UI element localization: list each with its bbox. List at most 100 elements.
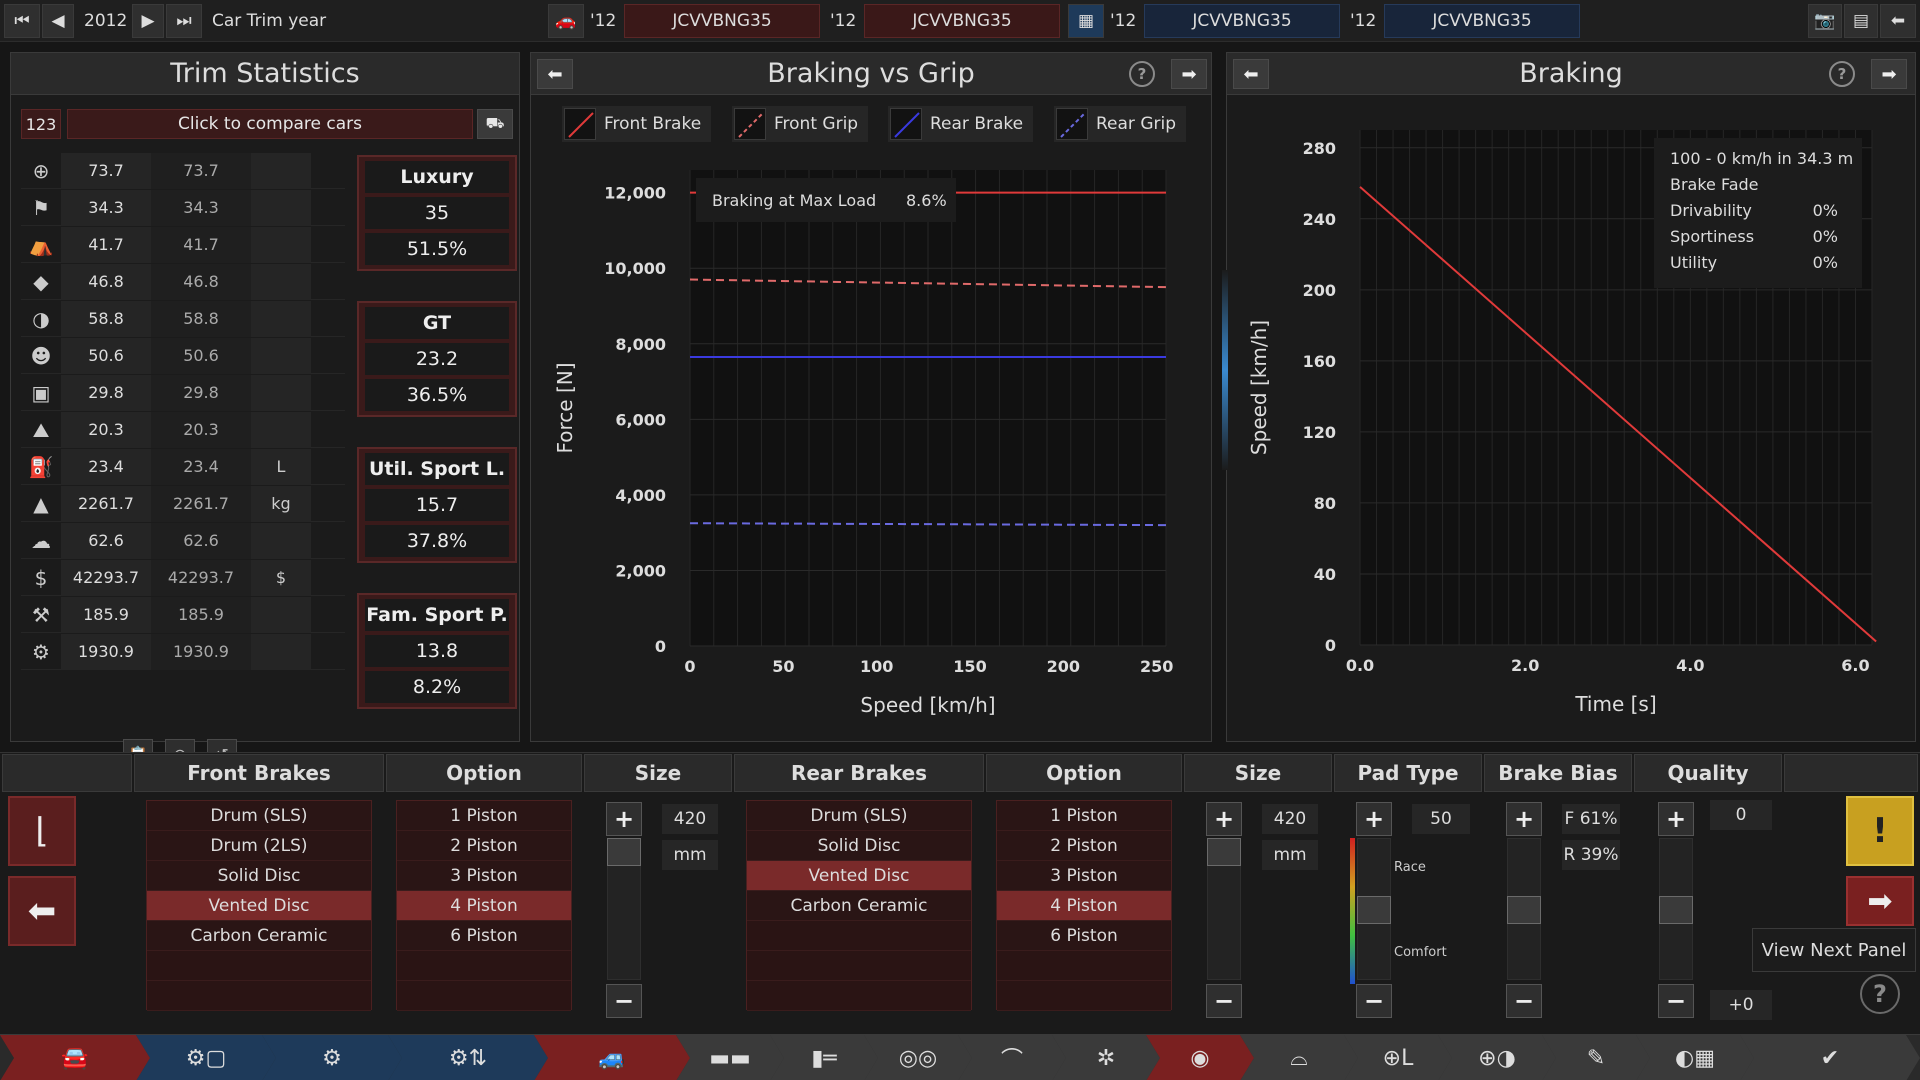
prev-panel-arrow-icon[interactable]: ⬅ xyxy=(1233,59,1269,89)
first-year-button[interactable]: ⏮ xyxy=(4,4,40,38)
cargo-icon: ▣ xyxy=(31,380,51,405)
pad-type-value: 50 xyxy=(1412,804,1470,834)
list-option[interactable]: 4 Piston xyxy=(397,891,571,921)
nav-engine-design-icon[interactable]: ⚙ xyxy=(262,1035,402,1080)
nav-wheels-icon[interactable]: ✲ xyxy=(1052,1035,1160,1080)
nav-chassis-icon[interactable]: ▬▬ xyxy=(676,1035,784,1080)
nav-finish-icon[interactable]: ✔ xyxy=(1740,1035,1920,1080)
front-size-minus-button[interactable]: − xyxy=(606,984,642,1018)
rear-size-minus-button[interactable]: − xyxy=(1206,984,1242,1018)
back-button[interactable]: ⬅ xyxy=(8,876,76,946)
compare-cars-button[interactable]: Click to compare cars xyxy=(67,109,473,139)
trim-slot-2[interactable]: JCVVBNG35 xyxy=(864,4,1060,38)
list-option[interactable]: Vented Disc xyxy=(747,861,971,891)
front-size-plus-button[interactable]: + xyxy=(606,802,642,836)
nav-drivetrain-icon[interactable]: ◎◎ xyxy=(864,1035,972,1080)
list-option[interactable]: 3 Piston xyxy=(997,861,1171,891)
rear-size-plus-button[interactable]: + xyxy=(1206,802,1242,836)
trim-slot-1[interactable]: JCVVBNG35 xyxy=(624,4,820,38)
nav-car-body-icon[interactable]: 🚘 xyxy=(0,1035,150,1080)
legend-rear-brake[interactable]: Rear Brake xyxy=(888,106,1034,142)
quality-minus-button[interactable]: − xyxy=(1658,984,1694,1018)
help-icon[interactable]: ? xyxy=(1829,61,1855,87)
nav-safety-icon[interactable]: ⊕◑ xyxy=(1438,1035,1556,1080)
market-percent: 51.5% xyxy=(365,233,509,265)
nav-car-model-icon[interactable]: 🚙 xyxy=(534,1035,690,1080)
prev-year-button[interactable]: ◀ xyxy=(42,4,74,38)
quality-slider-knob[interactable] xyxy=(1659,896,1693,924)
brake-bias-slider-knob[interactable] xyxy=(1507,896,1541,924)
nav-interior-icon[interactable]: ⊕L xyxy=(1344,1035,1452,1080)
help-icon[interactable]: ? xyxy=(1860,974,1900,1014)
legend-label: Rear Brake xyxy=(930,114,1024,134)
calendar-icon[interactable]: ▦ xyxy=(1068,4,1104,38)
spreadsheet-icon[interactable]: ▤ xyxy=(1844,4,1878,38)
stat-row: ◑ 58.8 58.8 xyxy=(21,300,345,337)
list-option[interactable]: Drum (SLS) xyxy=(747,801,971,831)
nav-testing-icon[interactable]: ◐▦ xyxy=(1636,1035,1754,1080)
next-panel-arrow-icon[interactable]: ➡ xyxy=(1171,59,1207,89)
market-score-block[interactable]: Luxury 35 51.5% xyxy=(357,155,517,271)
market-score-block[interactable]: Util. Sport L. 15.7 37.8% xyxy=(357,447,517,563)
nav-paint-icon[interactable]: ✎ xyxy=(1542,1035,1650,1080)
market-score-block[interactable]: Fam. Sport P. 13.8 8.2% xyxy=(357,593,517,709)
list-option[interactable]: Carbon Ceramic xyxy=(147,921,371,951)
list-option[interactable]: 6 Piston xyxy=(397,921,571,951)
legend-front-grip[interactable]: Front Grip xyxy=(732,106,869,142)
list-option[interactable]: Vented Disc xyxy=(147,891,371,921)
market-score-block[interactable]: GT 23.2 36.5% xyxy=(357,301,517,417)
brake-bias-minus-button[interactable]: − xyxy=(1506,984,1542,1018)
compare-car-icon[interactable]: ⛟ xyxy=(477,109,513,139)
list-option[interactable]: 3 Piston xyxy=(397,861,571,891)
front-size-slider-knob[interactable] xyxy=(607,838,641,866)
stat-row: ⛺ 41.7 41.7 xyxy=(21,226,345,263)
stat-compare-value: 42293.7 xyxy=(151,559,251,596)
rear-size-slider-knob[interactable] xyxy=(1207,838,1241,866)
pad-type-slider-knob[interactable] xyxy=(1357,896,1391,924)
list-option[interactable]: Drum (SLS) xyxy=(147,801,371,831)
prev-panel-arrow-icon[interactable]: ⬅ xyxy=(537,59,573,89)
nav-engine-tune-icon[interactable]: ⚙⇅ xyxy=(388,1035,548,1080)
stat-value: 42293.7 xyxy=(61,559,151,596)
list-option[interactable]: 1 Piston xyxy=(397,801,571,831)
list-option[interactable]: 6 Piston xyxy=(997,921,1171,951)
nav-tyres-icon[interactable]: ⌒ xyxy=(958,1035,1066,1080)
list-option[interactable]: 2 Piston xyxy=(397,831,571,861)
warning-icon[interactable]: ! xyxy=(1846,796,1914,866)
list-option[interactable]: Solid Disc xyxy=(747,831,971,861)
next-year-button[interactable]: ▶ xyxy=(132,4,164,38)
next-panel-button[interactable]: ➡ xyxy=(1846,876,1914,926)
list-option[interactable]: 1 Piston xyxy=(997,801,1171,831)
brake-bias-plus-button[interactable]: + xyxy=(1506,802,1542,836)
list-option[interactable]: Solid Disc xyxy=(147,861,371,891)
back-arrow-icon[interactable]: ⬅ xyxy=(1880,4,1916,38)
next-panel-arrow-icon[interactable]: ➡ xyxy=(1871,59,1907,89)
list-option[interactable]: 2 Piston xyxy=(997,831,1171,861)
help-icon[interactable]: ? xyxy=(1129,61,1155,87)
nav-aero-icon[interactable]: ⌓ xyxy=(1240,1035,1358,1080)
list-option[interactable]: 4 Piston xyxy=(997,891,1171,921)
stat-unit xyxy=(251,263,311,300)
trim-slot-4[interactable]: JCVVBNG35 xyxy=(1384,4,1580,38)
legend-rear-grip[interactable]: Rear Grip xyxy=(1054,106,1186,142)
legend-front-brake[interactable]: Front Brake xyxy=(562,106,712,142)
suspension-geometry-icon[interactable]: ⌊ xyxy=(8,796,76,866)
nav-suspension-icon[interactable]: ▮═ xyxy=(770,1035,878,1080)
camera-icon[interactable]: 📷 xyxy=(1808,4,1842,38)
y-tick-label: 0 xyxy=(655,637,666,656)
rear-size-header: Size xyxy=(1184,754,1332,792)
y-tick-label: 40 xyxy=(1314,565,1336,584)
rear-brake-swatch-icon xyxy=(890,108,922,140)
panel-drag-handle[interactable] xyxy=(1222,270,1228,470)
list-option[interactable]: Carbon Ceramic xyxy=(747,891,971,921)
nav-brakes-icon[interactable]: ◉ xyxy=(1146,1035,1254,1080)
car-icon[interactable]: 🚗 xyxy=(548,4,584,38)
quality-plus-button[interactable]: + xyxy=(1658,802,1694,836)
pad-type-plus-button[interactable]: + xyxy=(1356,802,1392,836)
list-option[interactable]: Drum (2LS) xyxy=(147,831,371,861)
last-year-button[interactable]: ⏭ xyxy=(166,4,202,38)
trim-slot-3[interactable]: JCVVBNG35 xyxy=(1144,4,1340,38)
blank-header-right xyxy=(1784,754,1918,792)
nav-engine-family-icon[interactable]: ⚙▢ xyxy=(136,1035,276,1080)
pad-type-minus-button[interactable]: − xyxy=(1356,984,1392,1018)
